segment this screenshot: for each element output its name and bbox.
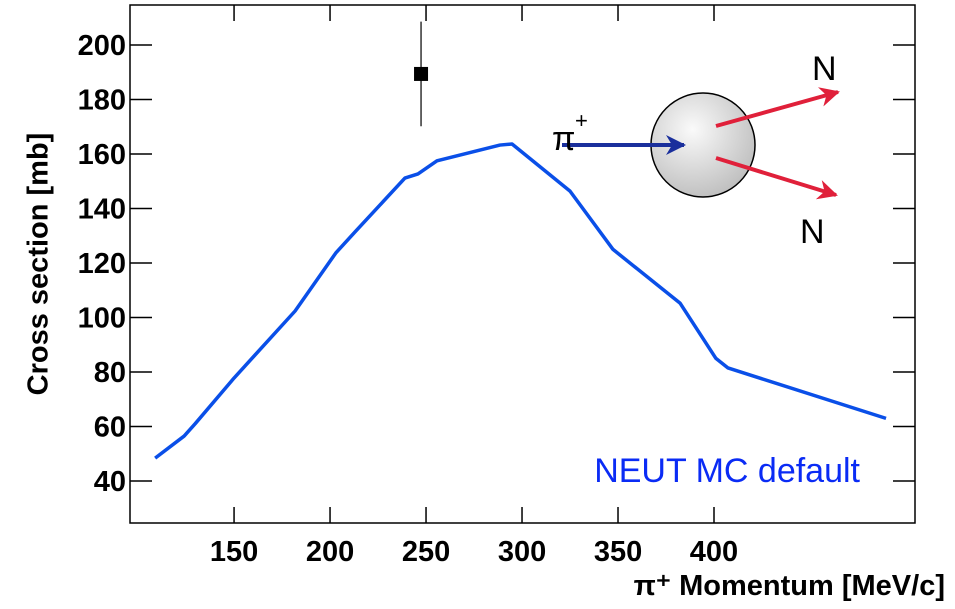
x-tick-label: 350 <box>594 536 642 568</box>
data-point <box>414 66 429 81</box>
legend-text: NEUT MC default <box>594 452 860 490</box>
curve <box>154 142 887 460</box>
pion-label: π <box>552 120 575 158</box>
x-axis-title: π⁺ Momentum [MeV/c] <box>634 570 945 602</box>
y-tick-label: 180 <box>78 85 126 117</box>
x-tick-label: 400 <box>690 536 738 568</box>
pion-charge: + <box>575 108 588 133</box>
nucleon-label: N <box>800 213 825 251</box>
y-tick-label: 60 <box>94 412 126 444</box>
y-tick-label: 160 <box>78 139 126 171</box>
y-tick-label: 100 <box>78 303 126 335</box>
y-tick-label: 120 <box>78 248 126 280</box>
nucleon-arrow <box>715 87 840 128</box>
x-tick-label: 200 <box>306 536 354 568</box>
y-tick-label: 80 <box>94 357 126 389</box>
y-tick-label: 200 <box>78 30 126 62</box>
x-tick-label: 250 <box>402 536 450 568</box>
plot-frame <box>129 4 916 524</box>
y-axis-title: Cross section [mb] <box>23 133 55 396</box>
scattering-diagram: π + N N <box>552 50 840 251</box>
x-tick-label: 300 <box>498 536 546 568</box>
y-tick-label: 40 <box>94 466 126 498</box>
y-tick-label: 140 <box>78 194 126 226</box>
x-tick-label: 150 <box>210 536 258 568</box>
nucleon-arrow <box>715 156 838 200</box>
nucleon-label: N <box>812 50 837 88</box>
